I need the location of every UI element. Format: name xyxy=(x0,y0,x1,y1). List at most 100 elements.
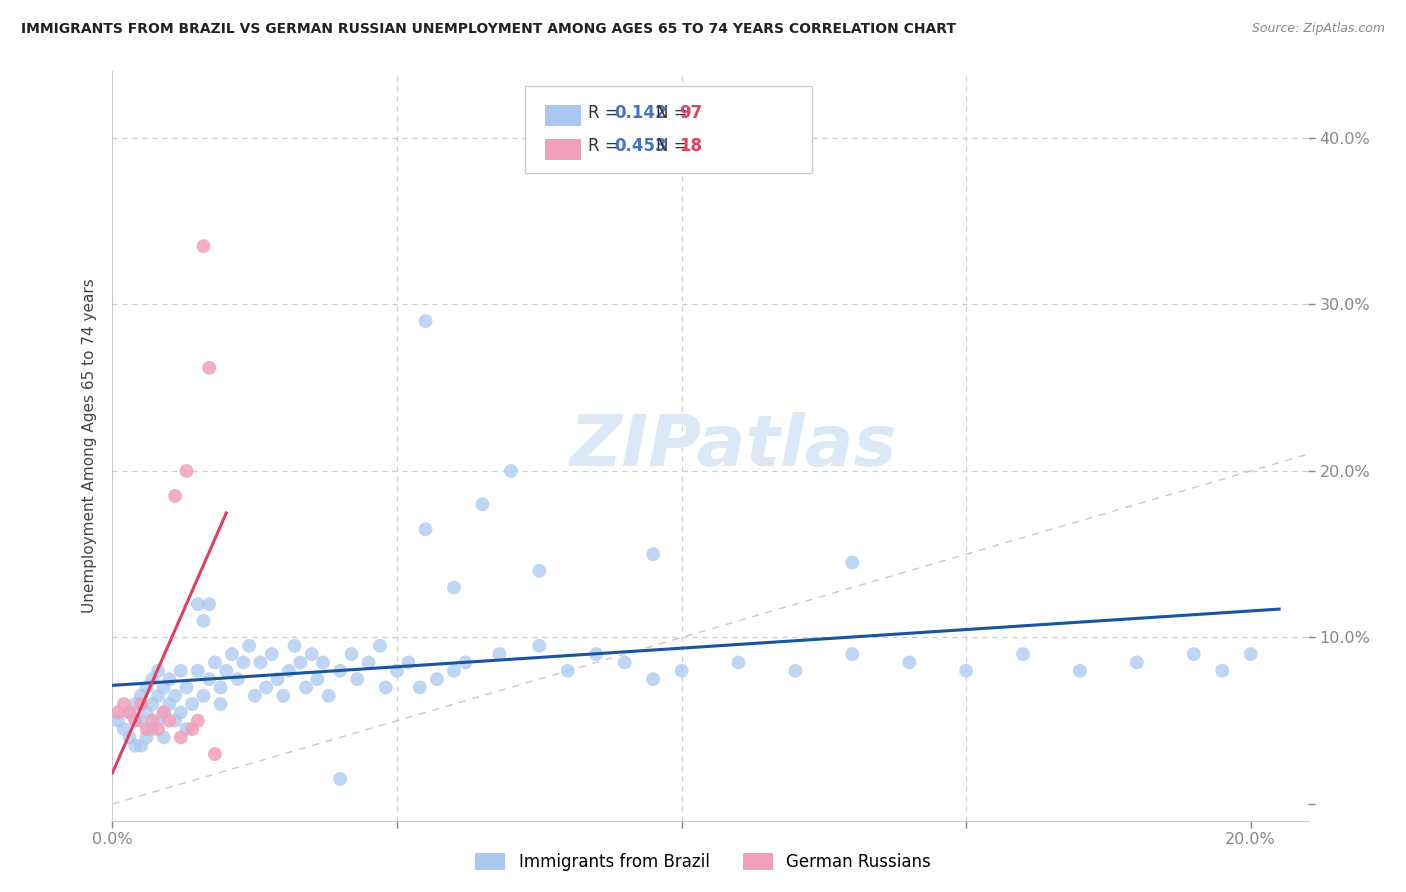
Point xyxy=(284,639,307,653)
Point xyxy=(260,647,283,661)
Point xyxy=(146,714,169,728)
Point xyxy=(165,489,187,503)
Point xyxy=(841,647,863,661)
Text: ZIPatlas: ZIPatlas xyxy=(571,411,897,481)
Point xyxy=(141,714,163,728)
Point xyxy=(157,714,180,728)
Text: R =: R = xyxy=(588,137,624,155)
Point xyxy=(157,672,180,686)
Legend: Immigrants from Brazil, German Russians: Immigrants from Brazil, German Russians xyxy=(467,845,939,880)
FancyBboxPatch shape xyxy=(546,105,581,126)
Point xyxy=(221,647,243,661)
Point xyxy=(204,656,226,670)
Point xyxy=(499,464,522,478)
Point xyxy=(1182,647,1205,661)
Point xyxy=(785,664,807,678)
Point xyxy=(357,656,380,670)
Point xyxy=(198,597,221,611)
Point xyxy=(454,656,477,670)
Point xyxy=(643,672,665,686)
Point xyxy=(318,689,340,703)
Point xyxy=(1126,656,1149,670)
Point xyxy=(209,697,232,711)
Y-axis label: Unemployment Among Ages 65 to 74 years: Unemployment Among Ages 65 to 74 years xyxy=(82,278,97,614)
Point xyxy=(187,597,209,611)
Point xyxy=(329,772,352,786)
Point xyxy=(152,706,174,720)
Text: IMMIGRANTS FROM BRAZIL VS GERMAN RUSSIAN UNEMPLOYMENT AMONG AGES 65 TO 74 YEARS : IMMIGRANTS FROM BRAZIL VS GERMAN RUSSIAN… xyxy=(21,22,956,37)
Point xyxy=(176,681,198,695)
Point xyxy=(135,681,157,695)
FancyBboxPatch shape xyxy=(546,139,581,160)
Point xyxy=(118,706,141,720)
Point xyxy=(226,672,249,686)
Point xyxy=(170,664,193,678)
Point xyxy=(254,681,277,695)
Point xyxy=(385,664,408,678)
Text: 0.453: 0.453 xyxy=(614,137,666,155)
Point xyxy=(529,564,551,578)
Point xyxy=(613,656,636,670)
Point xyxy=(209,681,232,695)
Point xyxy=(146,722,169,736)
Point xyxy=(129,739,152,753)
Point xyxy=(157,697,180,711)
Point xyxy=(146,689,169,703)
Point xyxy=(118,731,141,745)
Point xyxy=(107,706,129,720)
Point xyxy=(643,547,665,561)
Point xyxy=(415,522,437,536)
Point xyxy=(488,647,510,661)
Point xyxy=(118,706,141,720)
Point xyxy=(165,714,187,728)
Text: N =: N = xyxy=(657,103,693,121)
Point xyxy=(141,722,163,736)
Text: N =: N = xyxy=(657,137,693,155)
Point xyxy=(124,739,146,753)
Point xyxy=(271,689,294,703)
Point xyxy=(471,497,494,511)
Point xyxy=(181,722,204,736)
Point xyxy=(193,614,215,628)
Point xyxy=(146,664,169,678)
Point xyxy=(1240,647,1263,661)
Point xyxy=(238,639,260,653)
Point xyxy=(165,689,187,703)
Point xyxy=(409,681,432,695)
Text: 0.142: 0.142 xyxy=(614,103,666,121)
Point xyxy=(129,714,152,728)
Text: 97: 97 xyxy=(679,103,702,121)
Point xyxy=(249,656,271,670)
Point xyxy=(301,647,323,661)
Point xyxy=(307,672,329,686)
Point xyxy=(295,681,318,695)
Point xyxy=(243,689,266,703)
Point xyxy=(443,664,465,678)
Point xyxy=(204,747,226,761)
Point xyxy=(898,656,921,670)
Point xyxy=(193,239,215,253)
Point xyxy=(141,672,163,686)
FancyBboxPatch shape xyxy=(524,87,811,172)
Point xyxy=(198,672,221,686)
Point xyxy=(170,706,193,720)
Point xyxy=(340,647,363,661)
Point xyxy=(107,714,129,728)
Point xyxy=(187,664,209,678)
Point xyxy=(1012,647,1035,661)
Point xyxy=(557,664,579,678)
Point xyxy=(129,697,152,711)
Point xyxy=(277,664,299,678)
Point xyxy=(124,714,146,728)
Point xyxy=(152,681,174,695)
Point xyxy=(135,706,157,720)
Point xyxy=(129,689,152,703)
Point xyxy=(585,647,607,661)
Point xyxy=(266,672,288,686)
Text: Source: ZipAtlas.com: Source: ZipAtlas.com xyxy=(1251,22,1385,36)
Point xyxy=(112,722,135,736)
Point xyxy=(841,556,863,570)
Point xyxy=(152,731,174,745)
Point xyxy=(443,581,465,595)
Point xyxy=(152,706,174,720)
